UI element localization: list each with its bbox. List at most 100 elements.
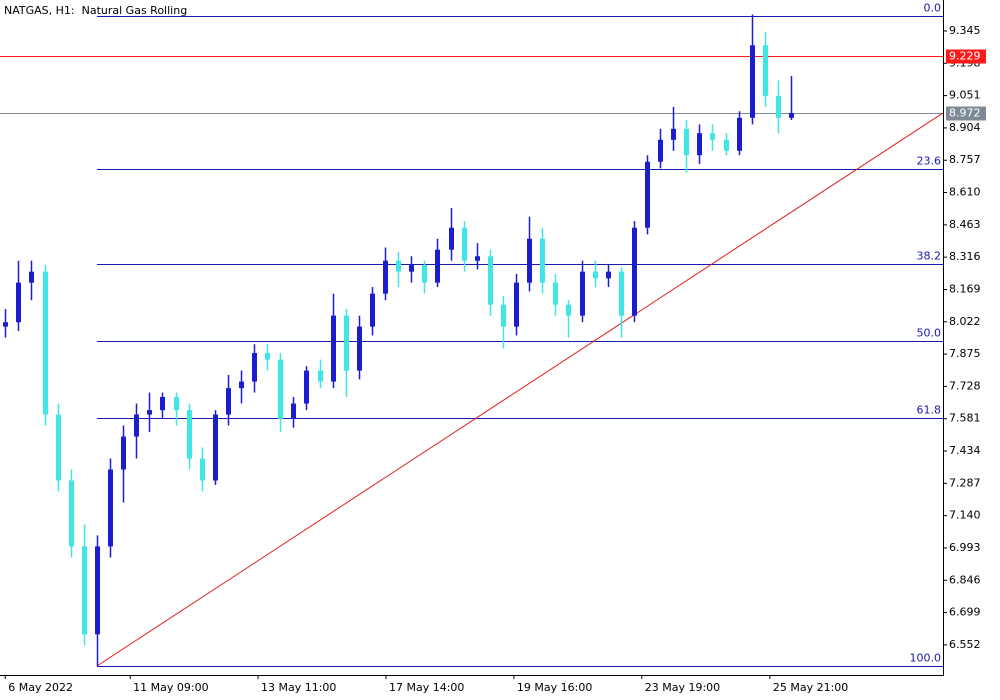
- fib-level-label: 100.0: [910, 652, 942, 665]
- candle-body: [213, 414, 218, 481]
- candle-body: [370, 293, 375, 327]
- candle-body: [737, 117, 742, 151]
- candle-body: [514, 282, 519, 327]
- fib-level-label: 0.0: [924, 2, 942, 15]
- candle-body: [318, 370, 323, 382]
- candle-body: [265, 352, 270, 360]
- candle-body: [29, 271, 34, 283]
- candle-body: [69, 480, 74, 547]
- candle-body: [422, 265, 427, 283]
- candle-body: [82, 546, 87, 635]
- candle-body: [632, 227, 637, 316]
- candle-body: [187, 410, 192, 459]
- candle-body: [645, 161, 650, 228]
- candle-body: [147, 410, 152, 415]
- candle-body: [606, 271, 611, 279]
- candle-body: [763, 45, 768, 96]
- y-tick-label: 8.757: [949, 153, 981, 166]
- candle-body: [553, 282, 558, 305]
- x-tick-label: 17 May 14:00: [389, 681, 464, 694]
- candle-body: [462, 227, 467, 261]
- candle-body: [121, 436, 126, 470]
- candle-body: [776, 95, 781, 118]
- candle-body: [750, 45, 755, 118]
- candle-body: [697, 133, 702, 156]
- candle-body: [684, 128, 689, 156]
- y-tick-label: 8.316: [949, 250, 981, 263]
- candle-body: [789, 112, 794, 118]
- y-tick-label: 7.875: [949, 347, 981, 360]
- y-tick-label: 8.610: [949, 186, 981, 199]
- candle-body: [344, 315, 349, 371]
- candle-body: [252, 352, 257, 382]
- candle-body: [16, 282, 21, 323]
- price-label: 9.229: [949, 50, 981, 63]
- fib-level-label: 38.2: [917, 250, 942, 263]
- y-tick-label: 7.287: [949, 476, 981, 489]
- fib-level-label: 23.6: [917, 155, 942, 168]
- plot-area: 0.0 23.6 38.2 50.0 61.8 100.0: [0, 2, 944, 667]
- candle-body: [304, 370, 309, 404]
- x-tick-label: 6 May 2022: [8, 681, 73, 694]
- candle-body: [501, 304, 506, 327]
- y-tick-label: 6.846: [949, 573, 981, 586]
- candle-body: [488, 256, 493, 305]
- y-tick-label: 7.728: [949, 379, 981, 392]
- trendline: [96, 112, 944, 667]
- y-tick-label: 9.051: [949, 89, 981, 102]
- candle-body: [396, 260, 401, 272]
- x-tick-label: 11 May 09:00: [133, 681, 208, 694]
- y-tick-label: 8.022: [949, 315, 981, 328]
- y-tick-label: 6.699: [949, 606, 981, 619]
- y-tick-label: 7.581: [949, 412, 981, 425]
- candle-body: [3, 322, 8, 327]
- candle-body: [475, 256, 480, 261]
- candle-body: [226, 388, 231, 415]
- candle-body: [409, 265, 414, 272]
- candle-body: [291, 403, 296, 419]
- price-label-box: [946, 49, 986, 64]
- y-tick-label: 7.140: [949, 509, 981, 522]
- price-label: 8.972: [949, 107, 981, 120]
- x-tick-label: 25 May 21:00: [773, 681, 848, 694]
- y-tick-label: 8.169: [949, 282, 981, 295]
- x-tick-label: 13 May 11:00: [261, 681, 336, 694]
- candle-body: [540, 238, 545, 283]
- fib-level-label: 50.0: [917, 327, 942, 340]
- candle-body: [619, 271, 624, 316]
- candle-body: [56, 414, 61, 481]
- candle-body: [710, 133, 715, 140]
- y-tick-label: 6.552: [949, 638, 981, 651]
- candle-body: [278, 359, 283, 419]
- y-tick-label: 8.463: [949, 218, 981, 231]
- candle-body: [658, 139, 663, 162]
- candle-body: [671, 128, 676, 140]
- candle-body: [134, 414, 139, 437]
- fib-level-label: 61.8: [917, 404, 942, 417]
- candle-body: [160, 396, 165, 411]
- candle-body: [527, 238, 532, 283]
- candle-body: [43, 271, 48, 415]
- y-tick-label: 7.434: [949, 444, 981, 457]
- candle-body: [593, 271, 598, 279]
- candle-body: [239, 381, 244, 389]
- candle-body: [331, 315, 336, 382]
- candle-body: [580, 271, 585, 316]
- y-tick-label: 6.993: [949, 541, 981, 554]
- candle-body: [200, 458, 205, 481]
- y-tick-label: 9.345: [949, 24, 981, 37]
- chart-title: NATGAS, H1: Natural Gas Rolling: [4, 4, 187, 17]
- candle-body: [95, 546, 100, 635]
- candle-body: [108, 469, 113, 547]
- y-tick-label: 8.904: [949, 121, 981, 134]
- candle-body: [174, 396, 179, 411]
- candle-body: [357, 326, 362, 371]
- x-tick-label: 19 May 16:00: [517, 681, 592, 694]
- price-label-box: [946, 106, 986, 121]
- candle-body: [435, 249, 440, 283]
- candle-body: [383, 260, 388, 294]
- candle-body: [449, 227, 454, 250]
- candle-body: [724, 139, 729, 151]
